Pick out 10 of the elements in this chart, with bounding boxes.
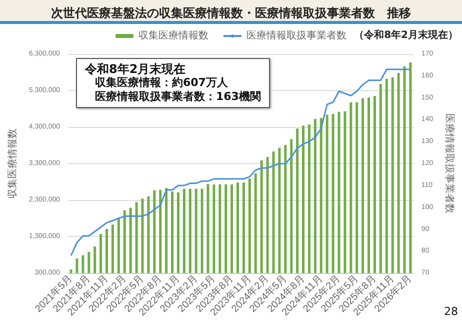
chart-subtitle: （令和8年2月末現在） <box>354 28 458 42</box>
text: 28 <box>444 305 458 318</box>
legend-label: 収集医療情報数 <box>138 30 208 42</box>
annotation: 令和8年2月末現在 <box>85 62 187 76</box>
y2-axis-title: 医療情報取扱事業者数 <box>444 114 456 214</box>
annotation: 収集医療情報：約607万人 <box>94 76 229 90</box>
chart-title: 次世代医療基盤法の収集医療情報数・医療情報取扱事業者数 推移 <box>50 5 412 22</box>
annotation: 医療情報取扱事業者数：163機関 <box>94 90 261 104</box>
y-axis-title: 収集医療情報数 <box>6 128 18 199</box>
legend-label: 医療情報取扱事業者数 <box>246 30 346 42</box>
